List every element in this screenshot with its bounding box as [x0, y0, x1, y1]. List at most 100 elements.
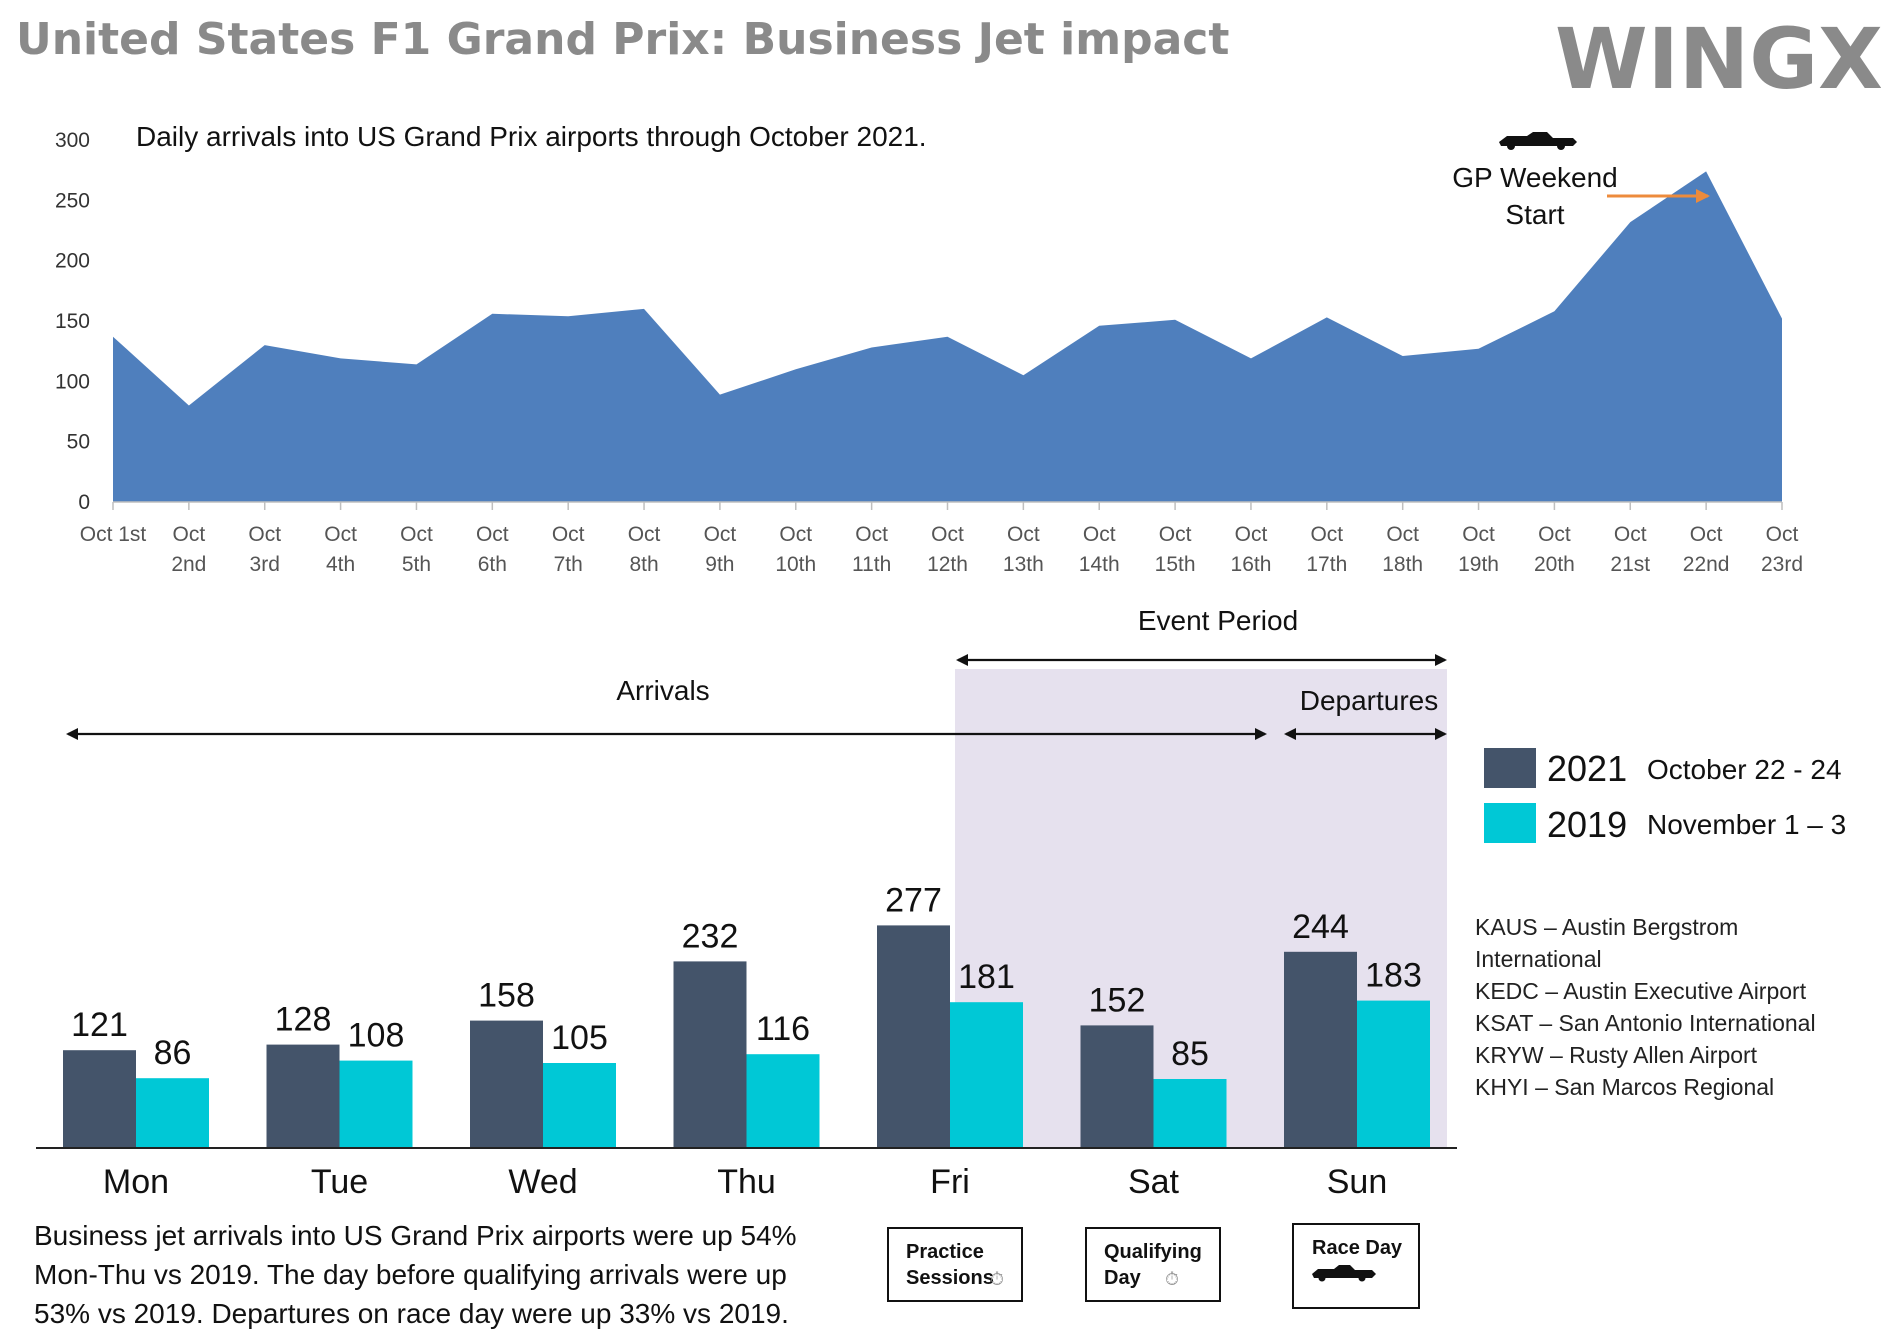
bar-2019-sat [1153, 1079, 1227, 1147]
day-label-tue: Tue [311, 1163, 368, 1201]
x-tick-label: 22nd [1683, 553, 1730, 576]
airport-item: International [1475, 946, 1602, 972]
gp-weekend-label-line1: GP Weekend [1452, 162, 1618, 193]
bar-value-label: 108 [348, 1017, 405, 1055]
day-label-sun: Sun [1327, 1163, 1388, 1201]
day-label-fri: Fri [930, 1163, 970, 1201]
bar-2021-fri [877, 925, 950, 1147]
summary-line: 53% vs 2019. Departures on race day were… [34, 1298, 789, 1329]
race-car-icon [1499, 132, 1577, 150]
x-tick-label: Oct [1766, 523, 1799, 546]
bar-value-label: 116 [756, 1010, 810, 1048]
bar-value-label: 158 [478, 977, 535, 1015]
summary-line: Business jet arrivals into US Grand Prix… [34, 1220, 797, 1251]
event-period-label: Event Period [1138, 605, 1298, 636]
bar-2019-sun [1357, 1000, 1430, 1147]
bar-2021-sun [1284, 951, 1357, 1147]
x-tick-label: 2nd [171, 553, 206, 576]
area-chart-title: Daily arrivals into US Grand Prix airpor… [136, 121, 927, 152]
x-tick-label: Oct [324, 523, 357, 546]
x-tick-label: 17th [1306, 553, 1347, 576]
x-tick-label: 16th [1231, 553, 1272, 576]
bar-2019-tue [339, 1060, 413, 1147]
session-practice-line1: Practice [906, 1241, 984, 1263]
x-tick-label: 10th [775, 553, 816, 576]
bar-value-label: 277 [885, 881, 942, 919]
bar-2021-mon [63, 1050, 136, 1147]
bar-2019-wed [543, 1063, 616, 1147]
bar-value-label: 232 [682, 917, 739, 955]
area-chart: Daily arrivals into US Grand Prix airpor… [55, 121, 1803, 576]
bar-marks: 121 86 Mon 128 108 Tue 158 105 Wed 232 116 Thu 277 18… [63, 881, 1430, 1201]
bar-2021-thu [673, 961, 747, 1147]
airport-item: KHYI – San Marcos Regional [1475, 1074, 1774, 1100]
x-tick-label: Oct [1083, 523, 1116, 546]
x-tick-label: 9th [705, 553, 734, 576]
bar-value-label: 105 [551, 1019, 608, 1057]
area-x-axis: Oct 1st Oct 2nd Oct 3rd Oct 4th Oct 5th Oct 6th Oct… [80, 502, 1803, 576]
x-tick-label: 21st [1610, 553, 1650, 576]
session-box-practice: Practice Sessions ⏱ [887, 1227, 1023, 1302]
y-tick-label: 200 [55, 250, 90, 273]
x-tick-label: Oct [1538, 523, 1571, 546]
session-box-frame [887, 1227, 1023, 1302]
bar-2021-sat [1080, 1025, 1154, 1147]
x-tick-label: Oct [1462, 523, 1495, 546]
x-tick-label: Oct [1690, 523, 1723, 546]
x-tick-label: Oct [400, 523, 433, 546]
x-tick-label: 18th [1382, 553, 1423, 576]
summary-text: Business jet arrivals into US Grand Prix… [34, 1220, 797, 1329]
bar-2021-tue [266, 1044, 340, 1147]
x-tick-label: Oct [1235, 523, 1268, 546]
y-tick-label: 250 [55, 189, 90, 212]
x-tick-label: 5th [402, 553, 431, 576]
legend: 2021 October 22 - 24 2019 November 1 – 3 [1484, 748, 1846, 845]
x-tick-label: 11th [852, 553, 891, 576]
bar-2019-fri [950, 1002, 1023, 1147]
x-tick-label: Oct [1386, 523, 1419, 546]
x-tick-label: 13th [1003, 553, 1044, 576]
bar-value-label: 181 [958, 958, 1015, 996]
x-tick-label: Oct [1007, 523, 1040, 546]
x-tick-label: Oct [552, 523, 585, 546]
airport-item: KSAT – San Antonio International [1475, 1010, 1816, 1036]
airport-item: KEDC – Austin Executive Airport [1475, 978, 1807, 1004]
y-tick-label: 100 [55, 370, 90, 393]
x-tick-label: Oct [1614, 523, 1647, 546]
session-race-day-line1: Race Day [1312, 1237, 1403, 1259]
legend-range-2019: November 1 – 3 [1647, 809, 1846, 840]
bar-value-label: 244 [1292, 908, 1349, 946]
bar-2019-mon [136, 1078, 209, 1147]
x-tick-label: Oct [704, 523, 737, 546]
bar-value-label: 152 [1089, 981, 1146, 1019]
session-box-frame [1292, 1223, 1420, 1309]
legend-range-2021: October 22 - 24 [1647, 754, 1842, 785]
departures-label: Departures [1300, 685, 1439, 716]
legend-swatch-2021 [1484, 748, 1536, 788]
bar-value-label: 85 [1171, 1035, 1209, 1073]
x-tick-label: 19th [1458, 553, 1499, 576]
bar-2021-wed [470, 1020, 543, 1147]
session-qualifying-line2: Day [1104, 1267, 1142, 1289]
session-practice-line2: Sessions [906, 1267, 994, 1289]
bar-2019-thu [746, 1054, 820, 1147]
session-qualifying-line1: Qualifying [1104, 1241, 1202, 1263]
bar-chart: Event Period Arrivals Departures 121 86 Mo… [36, 605, 1457, 1309]
session-box-qualifying: Qualifying Day ⏱ [1085, 1227, 1221, 1302]
x-tick-label: 15th [1155, 553, 1196, 576]
x-tick-label: Oct [476, 523, 509, 546]
stopwatch-icon: ⏱ [990, 1269, 1004, 1289]
x-tick-label: 4th [326, 553, 355, 576]
x-tick-label: Oct [931, 523, 964, 546]
day-label-sat: Sat [1128, 1163, 1180, 1201]
x-tick-label: Oct [855, 523, 888, 546]
area-series-2021 [113, 171, 1782, 502]
x-tick-label: 6th [478, 553, 507, 576]
x-tick-label: 14th [1079, 553, 1120, 576]
y-tick-label: 50 [67, 431, 90, 454]
bar-value-label: 183 [1365, 957, 1422, 995]
wingx-logo: WINGX [1555, 10, 1881, 108]
y-tick-label: 0 [78, 491, 90, 514]
legend-swatch-2019 [1484, 803, 1536, 843]
